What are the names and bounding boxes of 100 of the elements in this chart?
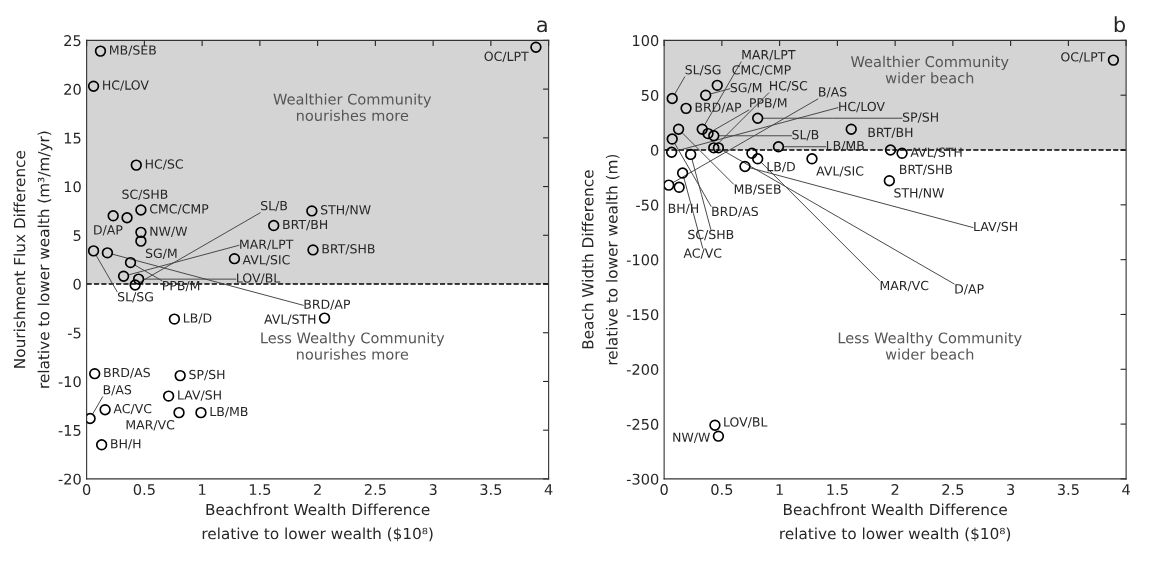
annotation: D/AP [955,284,984,295]
annotation: SL/B [792,129,819,141]
x-tick-label: 2.5 [364,484,386,496]
y-tick-label: -15 [58,425,81,436]
point [673,181,685,193]
annotation: BRT/BH [868,127,913,139]
annotation: LOV/BL [724,417,768,428]
annotation: NW/W [673,432,710,443]
annotation: SL/SG [685,64,721,76]
annotation: BRD/AS [712,206,758,218]
annotation: SG/M [730,82,762,94]
x-tick-label: 2 [891,484,899,495]
x-tick-label: 4 [544,484,553,495]
chart-title: b [1114,16,1125,33]
x-tick-label: 4 [1122,484,1130,495]
point [680,102,692,115]
annotation: MAR/LPT [742,50,796,61]
point [195,406,207,419]
point [676,167,689,179]
annotation: HC/LOV [103,80,149,91]
point [130,159,142,171]
point [665,146,678,158]
annotation: BRT/SHB [322,244,375,255]
point [806,153,818,165]
x-tick-label: 3 [429,484,437,496]
annotation: STH/NW [894,188,944,199]
y-tick-label: 15 [64,132,81,144]
annotation: BRT/BH [283,219,328,231]
point [696,123,708,135]
y-tick-label: -100 [626,254,659,266]
point [666,133,678,145]
y-tick-label: 50 [641,89,659,101]
point [712,430,725,442]
annotation: B/AS [103,384,132,396]
point [135,235,147,247]
annotation: BH/H [111,439,141,450]
annotation: Less Wealthy Community wider beach [838,332,1022,360]
x-tick-label: 2 [314,484,321,495]
point [107,210,119,222]
annotation: STH/NW [321,205,371,216]
x-tick-label: 0.5 [711,484,733,496]
y-tick-label: -5 [67,327,81,339]
annotation: CMC/CMP [149,204,209,215]
annotation: MB/SEB [110,45,156,56]
point [89,367,101,380]
annotation: SC/SHB [688,229,734,241]
y-tick-label: -20 [58,473,81,485]
annotation: SP/SH [902,112,938,123]
annotation: SP/SH [189,369,225,381]
point [307,244,319,256]
point [129,279,141,291]
point [168,313,181,325]
band-label: Wealthier Community nourishes more [273,93,432,121]
annotation: LAV/SH [178,390,221,401]
point [174,369,186,382]
annotation: AVL/SIC [242,255,290,266]
annotation: OC/LPT [484,51,529,63]
annotation: SC/SHB [122,189,168,200]
point [709,419,721,431]
x-tick-label: 0.5 [133,484,155,496]
point [672,123,685,135]
chart-title: a [537,20,547,33]
x-tick-label: 1 [776,484,783,495]
point [86,412,96,425]
y-axis-title: Beach Width Difference relative to lower wealth (m) [581,154,620,365]
point [135,204,147,216]
y-tick-label: 20 [64,83,81,95]
x-tick-label: 1 [199,484,206,495]
x-tick-label: 1.5 [249,484,271,496]
y-tick-label: -150 [626,309,659,321]
point [700,89,712,101]
point [739,160,751,173]
point [664,179,675,191]
x-tick-label: 1.5 [827,484,848,496]
annotation: SG/M [145,248,177,260]
y-tick-label: 25 [64,35,81,47]
annotation: BRT/SHB [900,164,953,176]
annotation: MB/SEB [734,184,781,195]
y-tick-label: -50 [636,199,659,211]
point [99,404,111,416]
annotation: LOV/BL [237,273,281,284]
y-tick-label: -300 [626,473,659,485]
annotation: CMC/CMP [732,65,791,76]
point [132,273,145,285]
annotation: HC/LOV [839,101,885,113]
annotation: D/AP [94,225,123,236]
point [746,147,758,160]
annotation: LB/D [183,313,212,324]
point [845,123,857,135]
point [751,112,764,124]
annotation: BH/H [668,203,699,215]
annotation: B/AS [819,87,847,98]
point [751,153,764,165]
y-tick-label: 100 [633,35,659,47]
y-tick-label: -200 [626,364,659,376]
annotation: HC/SC [770,80,808,92]
band-label: Wealthier Community wider beach [850,55,1009,84]
annotation: PPB/M [750,98,787,109]
annotation: SL/SG [117,292,153,303]
point [708,130,720,142]
